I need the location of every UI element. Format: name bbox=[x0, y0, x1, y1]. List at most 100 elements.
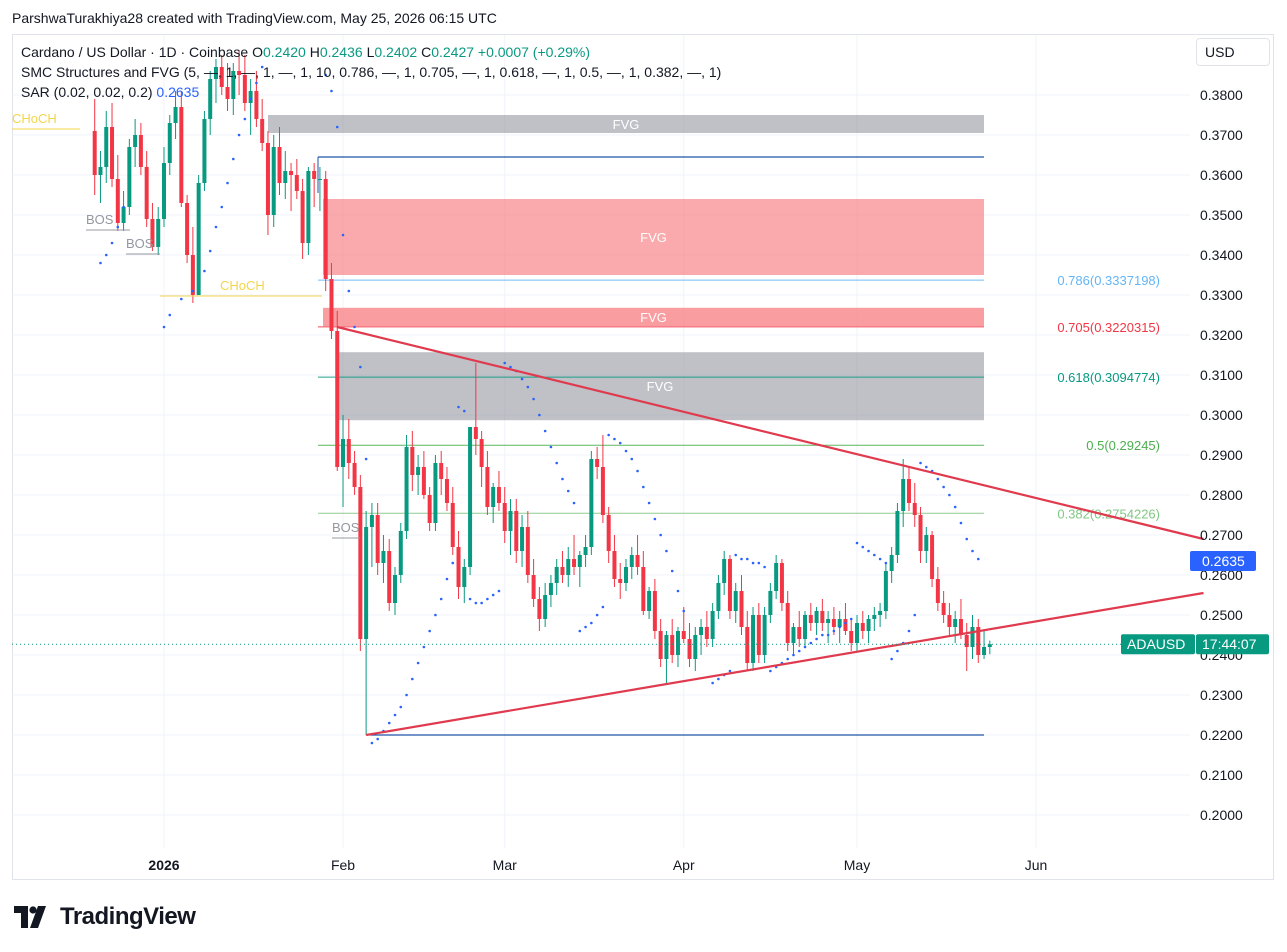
candle-body bbox=[901, 479, 906, 511]
candle-body bbox=[727, 559, 732, 611]
sar-dot bbox=[399, 705, 403, 709]
y-axis-tick-label: 0.3400 bbox=[1200, 247, 1243, 263]
currency-selector[interactable]: USD bbox=[1196, 38, 1270, 66]
candle-body bbox=[583, 547, 588, 555]
sar-dot bbox=[971, 549, 974, 553]
sar-dot bbox=[509, 365, 512, 369]
sar-dot bbox=[769, 669, 772, 673]
y-axis-tick-label: 0.2000 bbox=[1200, 807, 1243, 823]
candle-body bbox=[779, 563, 784, 603]
candle-body bbox=[277, 147, 282, 183]
candle-body bbox=[872, 615, 877, 619]
sar-dot bbox=[601, 605, 605, 609]
sar-dot bbox=[815, 637, 818, 641]
sar-dot bbox=[734, 553, 738, 557]
candle-body bbox=[317, 179, 322, 180]
x-axis-tick-label: Mar bbox=[493, 857, 517, 873]
sar-dot bbox=[855, 541, 859, 545]
sar-dot bbox=[849, 617, 853, 621]
candle-body bbox=[982, 647, 987, 655]
candle-body bbox=[381, 551, 386, 563]
sar-dot bbox=[255, 81, 258, 85]
candle-body bbox=[167, 123, 172, 163]
sar-dot bbox=[353, 325, 356, 329]
candle-body bbox=[508, 511, 513, 531]
y-axis-tick-label: 0.2500 bbox=[1200, 607, 1243, 623]
sar-label: SAR (0.02, 0.02, 0.2) bbox=[21, 84, 153, 100]
candle-body bbox=[970, 627, 975, 647]
sar-dot bbox=[942, 485, 945, 489]
candle-body bbox=[855, 623, 859, 643]
sar-dot bbox=[953, 505, 957, 509]
sar-dot bbox=[347, 289, 351, 293]
sar-dot bbox=[826, 633, 830, 637]
high-value: 0.2436 bbox=[319, 44, 363, 60]
candle-body bbox=[889, 555, 894, 571]
fvg-zone bbox=[268, 115, 984, 133]
candle-body bbox=[624, 567, 628, 583]
candle-body bbox=[329, 279, 334, 331]
sar-indicator-row[interactable]: SAR (0.02, 0.02, 0.2) 0.2635 bbox=[21, 82, 721, 102]
candle-body bbox=[537, 599, 542, 619]
candle-body bbox=[491, 487, 496, 507]
sar-dot bbox=[237, 133, 241, 137]
sar-dot bbox=[624, 449, 628, 453]
trendline bbox=[365, 591, 1204, 737]
candle-body bbox=[219, 67, 224, 87]
sar-dot bbox=[428, 629, 431, 633]
sar-dot bbox=[439, 597, 443, 601]
x-axis-tick-label: Apr bbox=[673, 857, 695, 873]
sar-dot bbox=[226, 181, 229, 185]
candle-body bbox=[110, 127, 115, 179]
candle-body bbox=[837, 619, 842, 627]
fvg-zone bbox=[323, 307, 984, 327]
symbol-title[interactable]: Cardano / US Dollar · 1D · Coinbase bbox=[21, 44, 249, 60]
sar-dot bbox=[260, 65, 264, 69]
candle-body bbox=[248, 91, 253, 103]
sar-price-tag bbox=[1190, 551, 1256, 571]
y-axis-tick-label: 0.2700 bbox=[1200, 527, 1243, 543]
candle-body bbox=[133, 135, 138, 147]
sar-dot bbox=[896, 649, 899, 653]
candle-body bbox=[450, 503, 455, 547]
fvg-zone bbox=[323, 199, 984, 275]
sar-dot bbox=[203, 269, 206, 273]
candle-body bbox=[600, 467, 605, 515]
candle-body bbox=[612, 551, 617, 579]
candle-body bbox=[878, 611, 883, 615]
sar-dot bbox=[647, 501, 651, 505]
candle-body bbox=[196, 183, 201, 295]
candle-body bbox=[306, 171, 311, 243]
candle-body bbox=[468, 427, 473, 567]
sar-dot bbox=[543, 429, 547, 433]
candle-body bbox=[237, 71, 242, 75]
sar-dot bbox=[503, 361, 507, 365]
tradingview-logo-icon bbox=[14, 906, 46, 928]
candle-body bbox=[577, 555, 582, 567]
candle-body bbox=[404, 447, 409, 531]
candle-body bbox=[341, 439, 346, 467]
sar-dot bbox=[797, 649, 801, 653]
candle-body bbox=[774, 563, 779, 591]
sar-dot bbox=[740, 557, 743, 561]
sar-dot bbox=[486, 597, 489, 601]
tradingview-wordmark: TradingView bbox=[60, 903, 196, 930]
candle-body bbox=[606, 515, 611, 551]
symbol-tag-text: ADAUSD bbox=[1127, 636, 1185, 652]
sar-dot bbox=[445, 577, 449, 581]
sar-dot bbox=[965, 537, 969, 541]
candle-body bbox=[283, 171, 288, 183]
tradingview-logo[interactable]: TradingView bbox=[14, 902, 196, 932]
candle-body bbox=[202, 119, 207, 183]
candle-body bbox=[98, 167, 103, 175]
candle-body bbox=[681, 631, 686, 639]
x-axis-tick-label: 2026 bbox=[148, 857, 179, 873]
sar-dot bbox=[572, 501, 576, 505]
candle-body bbox=[635, 555, 640, 567]
sar-dot bbox=[324, 73, 328, 77]
candle-body bbox=[271, 147, 276, 215]
candle-body bbox=[647, 591, 652, 611]
smc-indicator-row[interactable]: SMC Structures and FVG (5, —, 1, —, 1, —… bbox=[21, 64, 722, 80]
candle-body bbox=[260, 119, 265, 143]
